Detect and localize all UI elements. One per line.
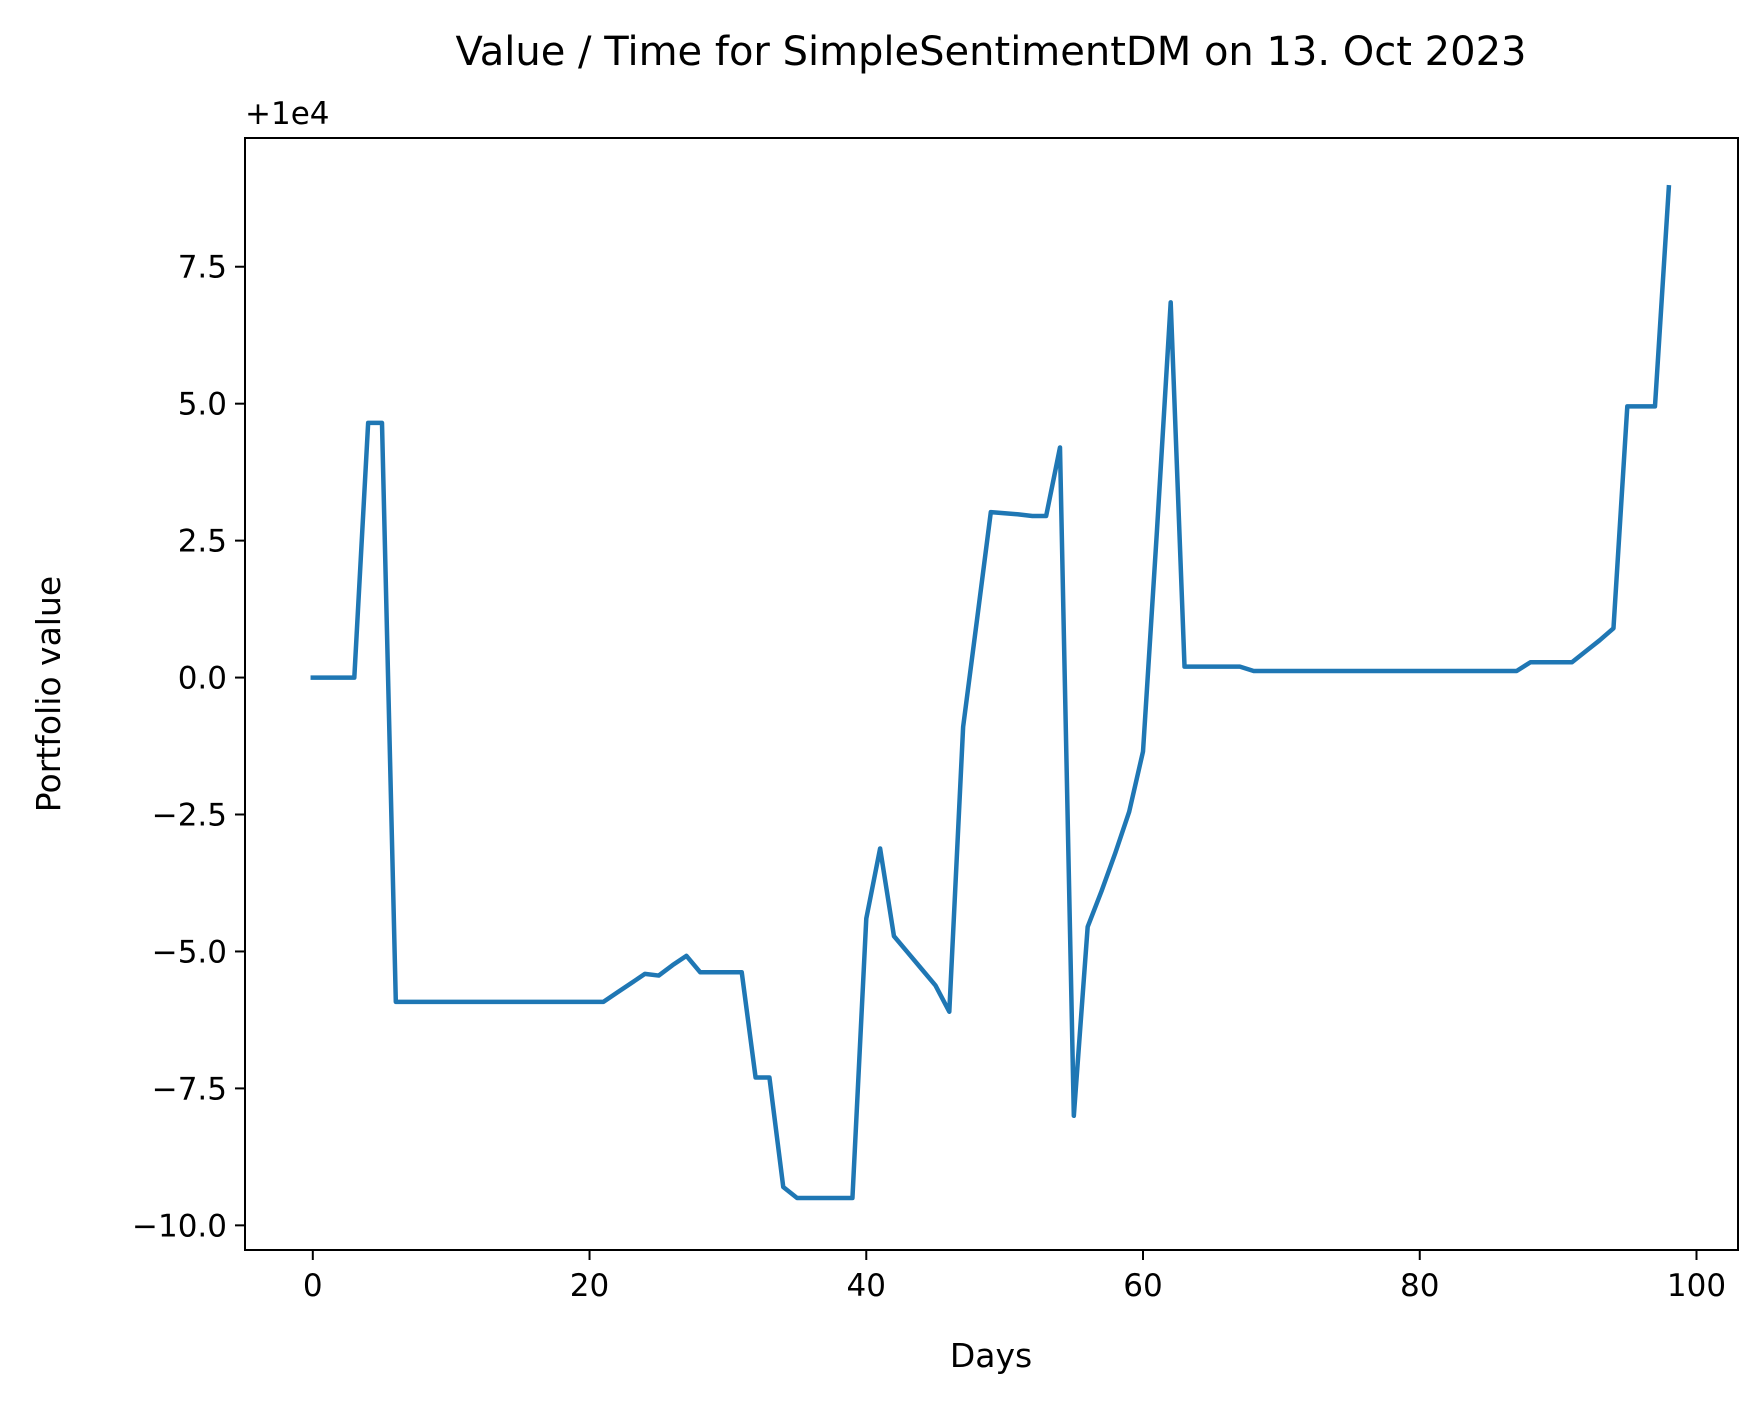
x-tick-label: 40	[847, 1268, 886, 1304]
axes-frame	[244, 137, 1739, 1251]
y-tick-label: −5.0	[152, 934, 227, 970]
chart-title: Value / Time for SimpleSentimentDM on 13…	[456, 29, 1527, 75]
x-tick-label: 80	[1400, 1268, 1439, 1304]
y-tick-label: 0.0	[178, 661, 227, 697]
x-tick-label: 100	[1667, 1268, 1726, 1304]
y-tick-label: −2.5	[152, 798, 227, 834]
y-axis-label: Portfolio value	[29, 576, 68, 812]
y-tick-label: 2.5	[178, 524, 227, 560]
y-tick-label: −10.0	[132, 1208, 227, 1244]
y-tick-label: −7.5	[152, 1071, 227, 1107]
x-tick-label: 0	[303, 1268, 323, 1304]
y-tick-label: 7.5	[178, 250, 227, 286]
x-axis-ticks: 0 20 40 60 80 100	[303, 1250, 1726, 1304]
x-tick-label: 20	[570, 1268, 609, 1304]
y-axis-ticks: −10.0 −7.5 −5.0 −2.5 0.0 2.5 5.0 7.5	[132, 250, 245, 1244]
series-line-portfolio-value	[310, 184, 1672, 1201]
y-axis-offset-label: +1e4	[245, 96, 330, 132]
y-tick-label: 5.0	[178, 387, 227, 423]
x-axis-label: Days	[950, 1336, 1032, 1375]
x-tick-label: 60	[1123, 1268, 1162, 1304]
plot-area	[310, 184, 1672, 1201]
